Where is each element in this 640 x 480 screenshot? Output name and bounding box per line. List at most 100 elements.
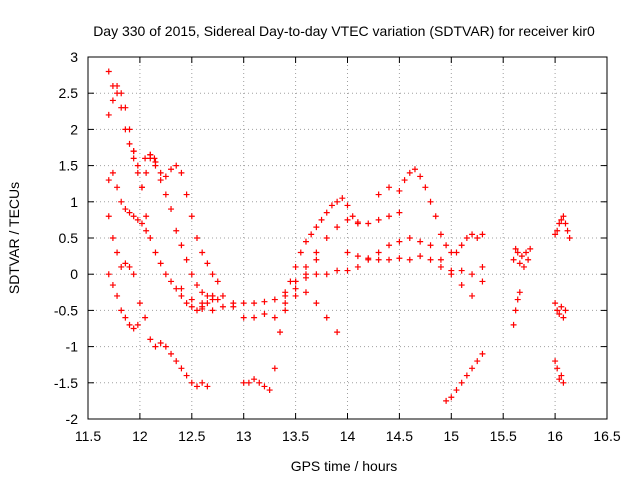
data-point-arc-12	[349, 213, 356, 220]
data-point-arc-20	[558, 216, 565, 223]
data-point-arc-11	[219, 292, 226, 299]
data-point-arc-5	[118, 307, 125, 314]
data-point-arc-5	[114, 292, 121, 299]
data-point-arc-6	[157, 339, 164, 346]
data-point-arc-7	[130, 148, 137, 155]
data-point-arc-14	[292, 285, 299, 292]
data-point-arc-14	[354, 263, 361, 270]
data-point-arc-15	[469, 231, 476, 238]
data-point-arc-7	[147, 235, 154, 241]
data-point-arc-15	[386, 184, 393, 191]
data-point-arc-15	[448, 249, 455, 256]
data-point-arc-6	[173, 358, 180, 365]
data-point-arc-17	[469, 365, 476, 372]
data-point-arc-22	[552, 358, 559, 365]
data-point-arc-10	[313, 300, 320, 307]
data-point-arc-17	[443, 397, 450, 404]
data-point-arc-9	[173, 162, 180, 169]
data-point-arc-21	[556, 311, 563, 318]
data-point-arc-8	[168, 206, 175, 213]
data-point-arc-7	[157, 260, 164, 267]
y-tick-label: -0.5	[54, 302, 78, 318]
data-point-arc-18	[514, 249, 521, 256]
data-point-arc-16	[469, 271, 476, 278]
data-point-arc-14	[469, 292, 476, 299]
x-tick-label: 15	[444, 428, 460, 444]
data-point-arc-3	[126, 209, 133, 216]
data-point-arc-15	[411, 166, 418, 173]
data-point-arc-10	[323, 314, 330, 321]
data-point-arc-12	[323, 209, 330, 216]
data-point-arc-16	[365, 255, 372, 262]
x-axis-title: GPS time / hours	[291, 458, 398, 474]
data-point-arc-6	[147, 336, 154, 343]
data-point-arc-10	[178, 285, 185, 292]
data-point-arc-2	[105, 111, 112, 118]
data-point-arc-15	[458, 242, 465, 249]
data-point-arc-9	[214, 278, 221, 285]
x-tick-label: 16	[547, 428, 563, 444]
data-point-arc-2	[151, 155, 158, 162]
data-point-arc-11	[261, 311, 268, 318]
data-point-arc-12	[297, 249, 304, 256]
data-point-arc-16	[375, 256, 382, 263]
data-point-arc-16	[479, 263, 486, 270]
data-point-arc-7	[204, 300, 211, 307]
data-point-arc-18	[520, 263, 527, 270]
data-point-arc-7	[143, 213, 150, 220]
data-point-arc-14	[386, 242, 393, 249]
data-point-arc-15	[401, 177, 408, 184]
data-point-arc-16	[354, 253, 361, 260]
data-point-arc-7	[183, 300, 190, 307]
data-point-arc-7	[134, 162, 141, 169]
data-point-arc-3	[138, 220, 145, 227]
data-point-arc-13	[302, 263, 309, 270]
axis-ticks: 11.5 12 12.5 13 13.5 14 14.5 15 15.5 16 16.5-2-1.5…	[54, 49, 621, 444]
data-point-arc-4	[122, 260, 129, 267]
data-point-arc-17	[474, 358, 481, 365]
data-point-arc-16	[406, 256, 413, 263]
data-point-arc-15	[437, 231, 444, 238]
data-point-arc-6	[142, 314, 149, 321]
data-point-arc-17	[448, 394, 455, 401]
data-point-arc-4	[114, 249, 121, 256]
data-point-arc-4	[109, 235, 116, 241]
data-point-arc-14	[313, 271, 320, 278]
data-point-arc-7	[152, 249, 159, 256]
data-point-arc-10	[334, 329, 341, 336]
x-tick-label: 12.5	[178, 428, 205, 444]
x-tick-label: 15.5	[490, 428, 517, 444]
data-point-arc-11	[292, 292, 299, 299]
data-point-arc-9	[188, 213, 195, 220]
data-point-arc-2	[126, 126, 133, 133]
data-point-arc-12	[302, 238, 309, 245]
data-point-arc-4	[105, 213, 112, 220]
data-point-arc-10	[219, 303, 226, 310]
data-point-arc-22	[560, 379, 567, 386]
data-point-arc-6	[183, 372, 190, 379]
y-tick-label: 1.5	[59, 158, 79, 174]
data-point-arc-16	[396, 255, 403, 262]
data-point-arc-8	[199, 289, 206, 296]
data-point-arc-9	[142, 155, 149, 162]
data-point-arc-5	[130, 325, 137, 332]
data-point-arc-20	[564, 227, 571, 234]
data-point-arc-9	[183, 191, 190, 198]
chart-title: Day 330 of 2015, Sidereal Day-to-day VTE…	[93, 23, 595, 39]
data-point-arc-14	[406, 235, 413, 241]
data-point-arc-3	[109, 169, 116, 176]
data-point-arc-5	[134, 321, 141, 328]
data-point-arc-15	[375, 191, 382, 198]
data-point-arc-9	[199, 249, 206, 256]
data-point-arc-18	[525, 256, 532, 263]
data-point-arc-10	[271, 296, 278, 303]
data-point-arc-13	[375, 216, 382, 223]
data-point-arc-19	[510, 321, 517, 328]
data-point-arc-10	[188, 296, 195, 303]
data-point-arc-12	[308, 231, 315, 238]
data-point-arc-13	[292, 278, 299, 285]
data-point-arc-21	[554, 307, 561, 314]
y-tick-label: 3	[70, 49, 78, 65]
data-point-arc-7	[214, 296, 221, 303]
